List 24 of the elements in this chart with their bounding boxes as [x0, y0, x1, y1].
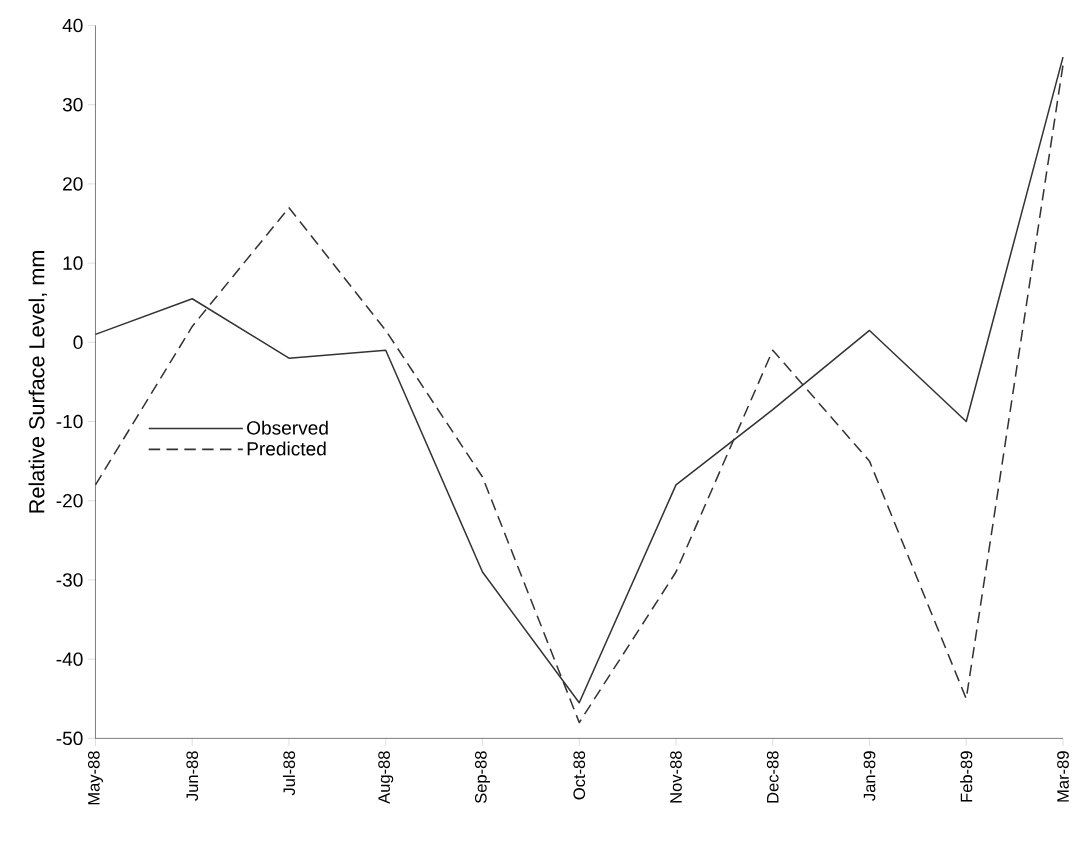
x-tick-label: Dec-88 — [766, 751, 779, 803]
x-tick-label: Nov-88 — [670, 751, 682, 803]
x-tick-label: Oct-88 — [573, 751, 586, 800]
legend-label: Observed — [247, 420, 328, 435]
y-tick-label: -30 — [56, 573, 83, 587]
y-tick-label: 0 — [73, 335, 83, 349]
x-tick-label: May-88 — [87, 751, 103, 805]
x-tick-label: Feb-89 — [960, 751, 973, 802]
x-tick-label: Mar-89 — [1057, 751, 1069, 802]
legend-label: Predicted — [247, 441, 326, 456]
y-tick-label: -20 — [56, 493, 83, 508]
y-tick-label: 30 — [62, 97, 83, 112]
y-tick-label: -40 — [56, 652, 83, 666]
x-tick-label: Jul-88 — [282, 751, 296, 796]
y-tick-label: -10 — [56, 414, 83, 429]
x-tick-label: Aug-88 — [378, 751, 394, 804]
y-tick-label: 40 — [62, 18, 83, 33]
y-tick-label: 20 — [63, 176, 83, 191]
x-tick-label: Jun-88 — [186, 751, 199, 801]
y-axis-title: Relative Surface Level, mm — [28, 250, 48, 513]
x-tick-label: Jan-89 — [863, 751, 876, 801]
x-tick-label: Sep-88 — [474, 751, 490, 803]
y-tick-label: 10 — [63, 256, 83, 270]
y-tick-label: -50 — [56, 731, 83, 745]
